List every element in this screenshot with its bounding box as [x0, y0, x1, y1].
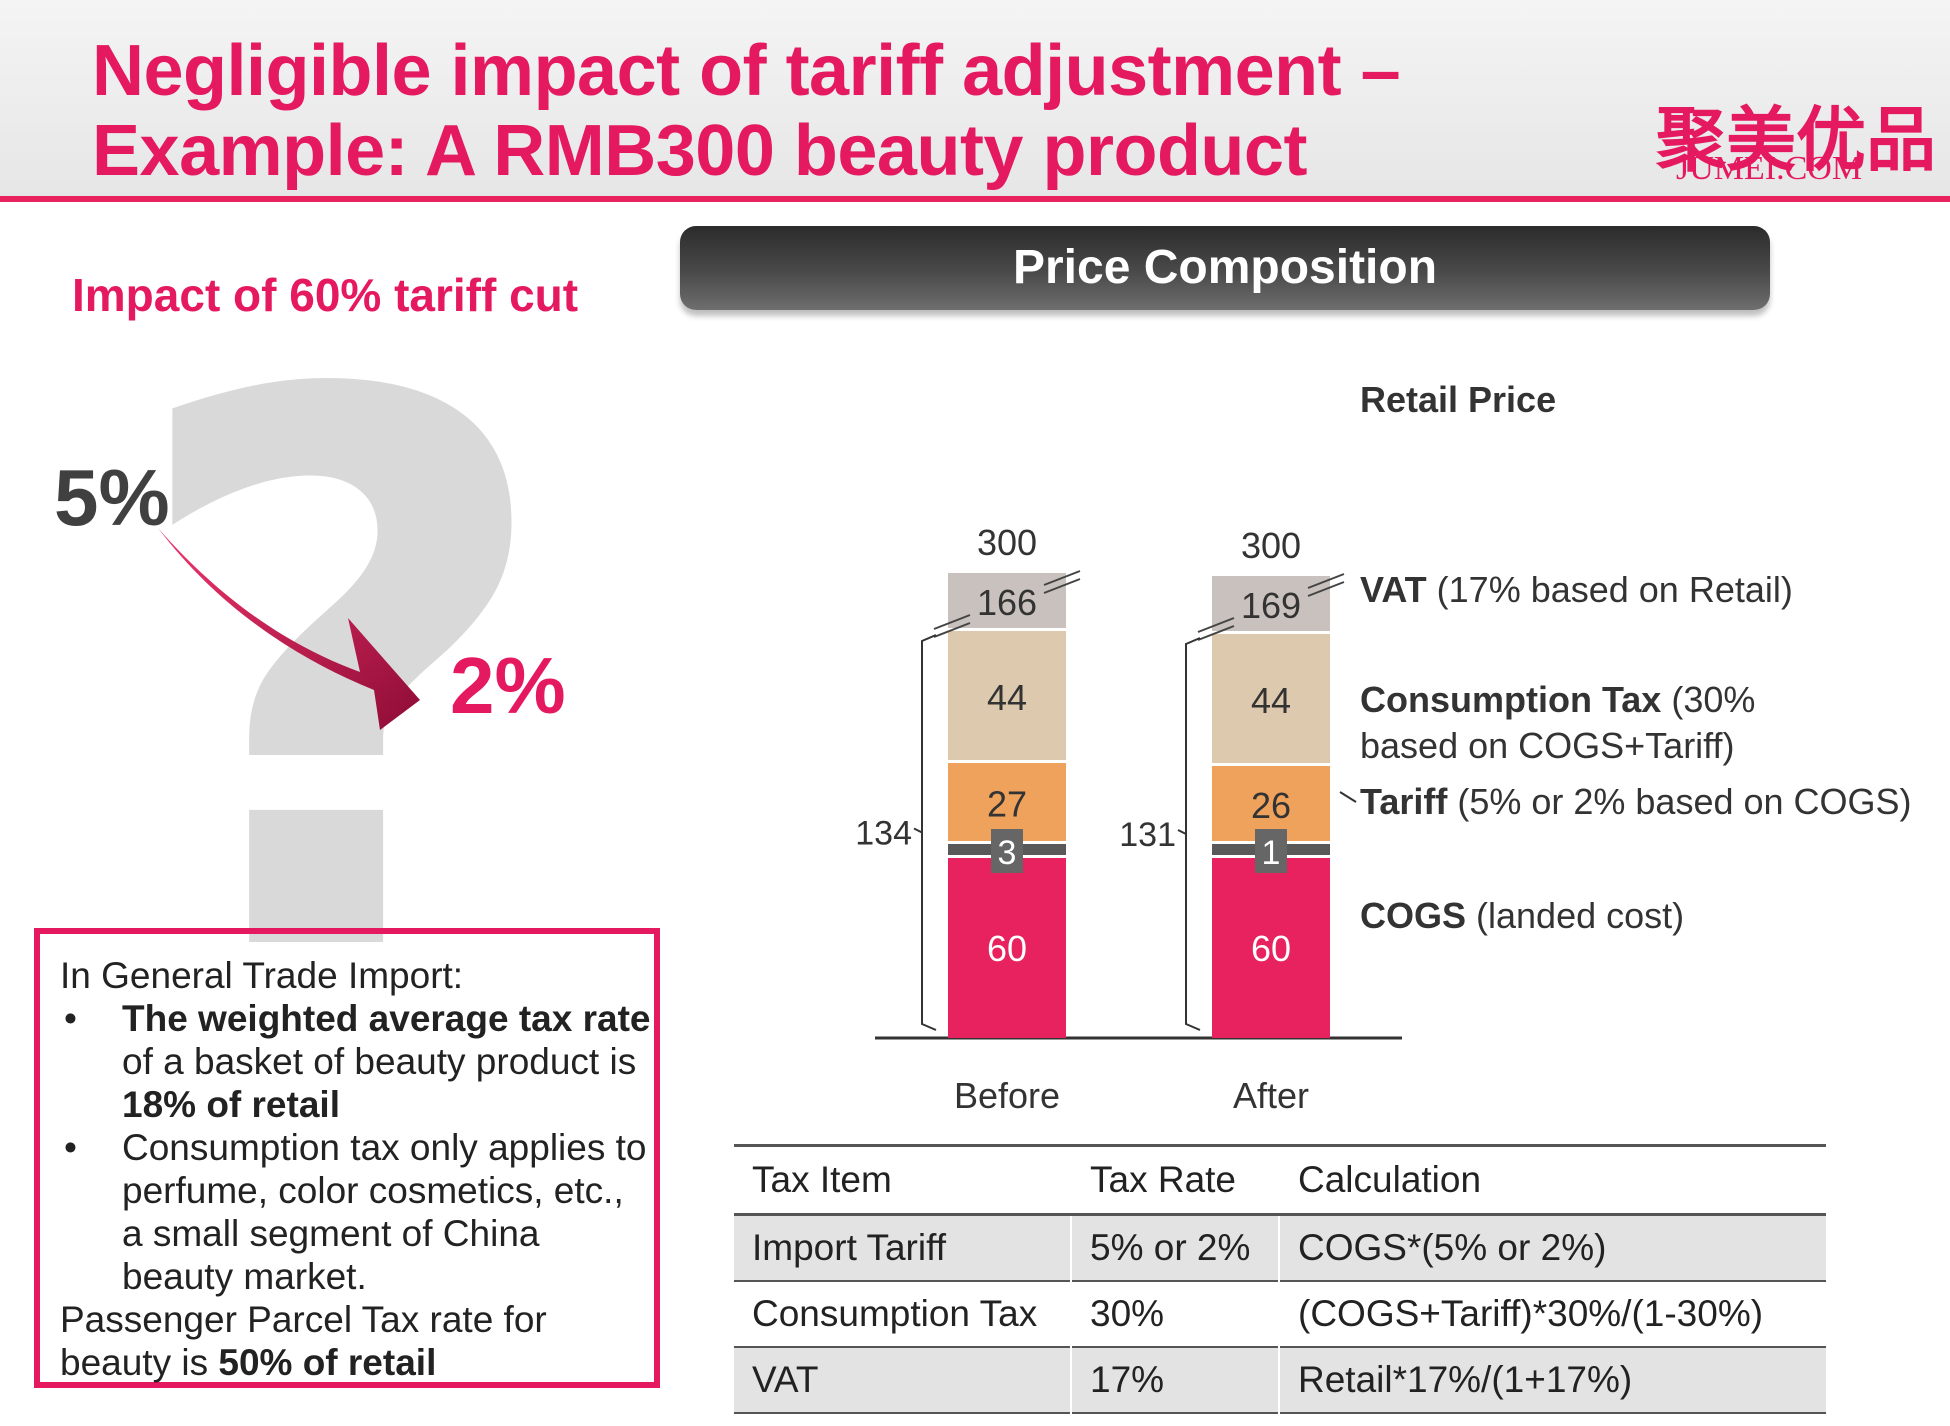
legend-label-desc: (30% — [1661, 679, 1755, 720]
note-text: of a basket of beauty product is — [122, 1041, 637, 1082]
note-bold: 50% of retail — [218, 1342, 437, 1383]
subtotal-label: 134 — [855, 815, 912, 853]
table-header: Tax Item — [752, 1159, 892, 1200]
bar-segment-consumption-tax — [1212, 766, 1330, 841]
bar-segment-cogs — [1212, 858, 1330, 1038]
table-cell: 30% — [1070, 1281, 1279, 1347]
legend-label: Retail Price — [1360, 379, 1556, 420]
bar-segment-vat — [1212, 634, 1330, 763]
impact-subtitle: Impact of 60% tariff cut — [72, 269, 579, 321]
data-label: 60 — [1251, 928, 1291, 969]
header-band — [0, 0, 1950, 200]
note-bullets: The weighted average tax rate of a baske… — [60, 997, 654, 1298]
table-cell: Consumption Tax — [752, 1293, 1038, 1334]
bar-segment-cogs — [948, 858, 1066, 1038]
table-header: Tax Rate — [1070, 1145, 1279, 1215]
legend-label-bold: Tariff — [1360, 781, 1448, 822]
note-bullet-1: The weighted average tax rate of a baske… — [60, 997, 654, 1126]
legend-label-bold: VAT — [1360, 569, 1427, 610]
subtotal-bracket — [921, 634, 937, 1031]
bar-segment-vat — [948, 631, 1066, 760]
axis-break-mark — [933, 614, 971, 630]
tariff-label-bg — [1255, 829, 1287, 873]
axis-break-mark — [1197, 625, 1235, 641]
table-cell: Retail*17%/(1+17%) — [1278, 1347, 1826, 1413]
data-label: 166 — [977, 582, 1037, 623]
axis-break-mark — [1307, 581, 1345, 597]
category-label: After — [1233, 1075, 1309, 1116]
data-label: 44 — [987, 677, 1027, 718]
legend-label-desc: (17% based on Retail) — [1427, 569, 1793, 610]
header-rule — [0, 196, 1950, 202]
data-label: 169 — [1241, 585, 1301, 626]
subtotal-bracket-tick — [913, 827, 923, 834]
axis-break-mark — [933, 622, 971, 638]
note-outro: Passenger Parcel Tax rate for beauty is … — [60, 1298, 654, 1384]
total-label: 300 — [977, 522, 1037, 563]
table-header-row: Tax Item Tax Rate Calculation — [734, 1145, 1826, 1215]
old-tariff-rate: 5% — [54, 453, 170, 542]
tariff-label-bg — [991, 829, 1023, 873]
table-cell: Import Tariff — [752, 1227, 946, 1268]
data-label: 27 — [987, 784, 1027, 825]
category-label: Before — [954, 1075, 1060, 1116]
legend-label-desc: (landed cost) — [1466, 895, 1684, 936]
note-text: Passenger Parcel Tax rate for beauty is — [60, 1299, 547, 1383]
title-line-1: Negligible impact of tariff adjustment – — [92, 31, 1401, 111]
table-row: Consumption Tax 30% (COGS+Tariff)*30%/(1… — [734, 1281, 1826, 1347]
subtotal-label: 131 — [1119, 816, 1176, 854]
title-line-2: Example: A RMB300 beauty product — [92, 111, 1307, 191]
legend-label-desc: based on COGS+Tariff) — [1360, 725, 1735, 766]
legend-label-bold: Retail Price — [1360, 379, 1556, 420]
note-bold: The weighted average tax rate — [122, 998, 651, 1039]
data-label: 1 — [1262, 834, 1281, 872]
table-cell: 17% — [1070, 1347, 1279, 1413]
bar-segment-retail-price — [948, 573, 1066, 628]
table-header: Calculation — [1278, 1145, 1826, 1215]
axis-break-mark — [1043, 578, 1081, 594]
legend-label: COGS (landed cost) — [1360, 895, 1684, 936]
table-cell: COGS*(5% or 2%) — [1278, 1214, 1826, 1281]
jumei-logo-cn: 聚美优品 — [1656, 99, 1936, 181]
legend-label: Consumption Tax (30% — [1360, 679, 1755, 720]
legend-label-bold: Consumption Tax — [1360, 679, 1661, 720]
legend-label: VAT (17% based on Retail) — [1360, 569, 1793, 610]
table-row: VAT 17% Retail*17%/(1+17%) — [734, 1347, 1826, 1413]
table-cell: (COGS+Tariff)*30%/(1-30%) — [1278, 1281, 1826, 1347]
data-label: 26 — [1251, 785, 1291, 826]
table-cell: 5% or 2% — [1070, 1214, 1279, 1281]
tax-table: Tax Item Tax Rate Calculation Import Tar… — [734, 1144, 1826, 1414]
general-trade-note: In General Trade Import: The weighted av… — [34, 928, 660, 1388]
data-label: 60 — [987, 928, 1027, 969]
bar-segment-consumption-tax — [948, 763, 1066, 841]
note-bullet-2: Consumption tax only applies to perfume,… — [60, 1126, 654, 1298]
tariff-leader-line — [1339, 791, 1357, 803]
data-label: 44 — [1251, 680, 1291, 721]
data-label: 3 — [998, 834, 1017, 872]
bar-segment-retail-price — [1212, 576, 1330, 631]
subtotal-bracket-tick — [1177, 829, 1187, 835]
axis-break-mark — [1197, 617, 1235, 633]
axis-break-mark — [1043, 570, 1081, 586]
rate-cut-arrow-icon — [158, 528, 420, 730]
price-composition-banner: Price Composition — [680, 226, 1770, 310]
note-bold: 18% of retail — [122, 1084, 340, 1125]
note-intro: In General Trade Import: — [60, 955, 464, 996]
total-label: 300 — [1241, 525, 1301, 566]
table-row: Import Tariff 5% or 2% COGS*(5% or 2%) — [734, 1214, 1826, 1281]
subtotal-bracket — [1185, 637, 1201, 1031]
legend-label: Tariff (5% or 2% based on COGS) — [1360, 781, 1912, 822]
legend-label-bold: COGS — [1360, 895, 1466, 936]
new-tariff-rate: 2% — [450, 641, 566, 730]
jumei-logo-en: JUMEI.COM — [1676, 150, 1863, 187]
legend-label-desc: (5% or 2% based on COGS) — [1447, 781, 1911, 822]
table-cell: VAT — [752, 1359, 819, 1400]
axis-break-mark — [1307, 573, 1345, 589]
